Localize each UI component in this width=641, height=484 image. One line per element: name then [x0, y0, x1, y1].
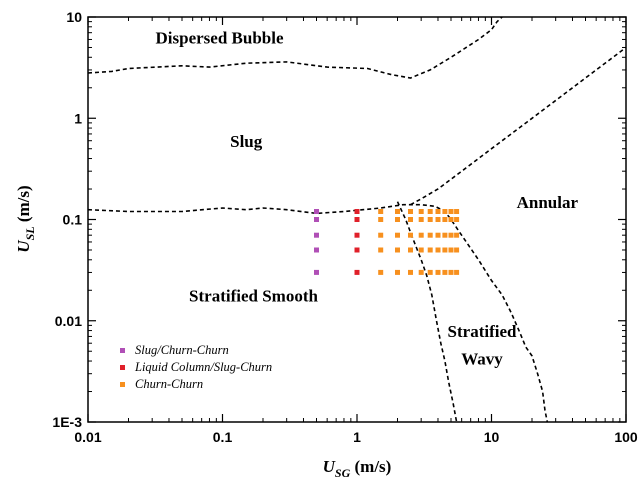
- point-churn-churn: [448, 217, 454, 222]
- point-churn-churn: [408, 269, 413, 275]
- point-churn-churn: [395, 269, 400, 275]
- legend-swatch: [120, 348, 125, 353]
- point-churn-churn: [418, 209, 424, 214]
- point-liquid-column-slug-churn: [354, 269, 360, 275]
- point-churn-churn: [442, 209, 448, 214]
- x-tick-label: 100: [614, 429, 638, 445]
- point-churn-churn: [435, 209, 441, 214]
- point-churn-churn: [435, 269, 441, 275]
- point-churn-churn: [408, 247, 413, 253]
- point-churn-churn: [454, 209, 460, 214]
- point-churn-churn: [442, 232, 448, 238]
- region-label-wavy: Wavy: [461, 349, 503, 368]
- legend-swatch: [120, 365, 125, 370]
- legend-label: Slug/Churn-Churn: [135, 343, 229, 357]
- point-churn-churn: [418, 217, 424, 222]
- point-churn-churn: [448, 269, 454, 275]
- point-churn-churn: [378, 232, 384, 238]
- y-axis-title-main: U: [14, 240, 33, 253]
- x-tick-label: 10: [484, 429, 500, 445]
- x-tick-label: 0.1: [213, 429, 233, 445]
- data-points: [314, 209, 460, 275]
- point-churn-churn: [448, 247, 454, 253]
- y-tick-label: 0.1: [63, 212, 83, 228]
- point-churn-churn: [454, 217, 460, 222]
- annular-boundary: [410, 46, 627, 206]
- dispersed-bubble-boundary: [87, 16, 503, 79]
- y-axis-title: USL (m/s): [14, 185, 37, 252]
- point-churn-churn: [418, 269, 424, 275]
- y-axis-title-sub: SL: [23, 226, 37, 240]
- region-label-slug: Slug: [230, 132, 263, 151]
- point-liquid-column-slug-churn: [354, 217, 360, 222]
- point-churn-churn: [448, 209, 454, 214]
- region-label-dispersed-bubble: Dispersed Bubble: [156, 28, 284, 47]
- point-liquid-column-slug-churn: [354, 232, 360, 238]
- x-tick-label: 1: [353, 429, 361, 445]
- point-churn-churn: [435, 232, 441, 238]
- point-slug-churn-churn: [314, 217, 319, 222]
- region-label-stratified-smooth: Stratified Smooth: [189, 286, 318, 305]
- point-churn-churn: [427, 217, 433, 222]
- region-label-stratified: Stratified: [448, 322, 517, 341]
- y-axis-title-unit: (m/s): [14, 185, 33, 226]
- point-churn-churn: [378, 209, 384, 214]
- slug-boundary: [87, 203, 549, 423]
- point-slug-churn-churn: [314, 232, 319, 238]
- point-churn-churn: [395, 247, 400, 253]
- legend: Slug/Churn-Churn Liquid Column/Slug-Churn…: [120, 343, 272, 391]
- y-tick-label: 1: [74, 110, 82, 126]
- point-churn-churn: [442, 247, 448, 253]
- x-axis-title: USG (m/s): [323, 457, 392, 480]
- x-axis-title-sub: SG: [335, 466, 351, 480]
- legend-label: Liquid Column/Slug-Churn: [134, 360, 272, 374]
- y-tick-label: 0.01: [55, 313, 82, 329]
- point-churn-churn: [442, 217, 448, 222]
- point-churn-churn: [378, 269, 384, 275]
- legend-label: Churn-Churn: [135, 377, 203, 391]
- legend-swatch: [120, 382, 125, 387]
- point-churn-churn: [454, 269, 460, 275]
- point-liquid-column-slug-churn: [354, 209, 360, 214]
- region-label-annular: Annular: [517, 193, 579, 212]
- point-churn-churn: [442, 269, 448, 275]
- point-churn-churn: [408, 232, 413, 238]
- point-churn-churn: [408, 217, 413, 222]
- regime-labels: Dispersed Bubble Slug Annular Stratified Sm…: [156, 28, 579, 368]
- point-churn-churn: [378, 247, 384, 253]
- point-churn-churn: [395, 217, 400, 222]
- y-tick-label: 10: [66, 9, 82, 25]
- point-churn-churn: [418, 247, 424, 253]
- point-churn-churn: [418, 232, 424, 238]
- point-churn-churn: [408, 209, 413, 214]
- point-churn-churn: [427, 209, 433, 214]
- point-slug-churn-churn: [314, 209, 319, 214]
- point-churn-churn: [395, 232, 400, 238]
- point-churn-churn: [454, 247, 460, 253]
- point-churn-churn: [435, 247, 441, 253]
- point-churn-churn: [448, 232, 454, 238]
- point-churn-churn: [454, 232, 460, 238]
- point-churn-churn: [395, 209, 400, 214]
- point-churn-churn: [378, 217, 384, 222]
- y-tick-label: 1E-3: [52, 414, 82, 430]
- point-liquid-column-slug-churn: [354, 247, 360, 253]
- x-axis-title-unit: (m/s): [350, 457, 391, 476]
- point-slug-churn-churn: [314, 247, 319, 253]
- point-churn-churn: [427, 269, 433, 275]
- point-churn-churn: [427, 247, 433, 253]
- x-tick-label: 0.01: [74, 429, 101, 445]
- point-churn-churn: [435, 217, 441, 222]
- x-axis-title-main: U: [323, 457, 336, 476]
- stratified-wavy-boundary: [396, 201, 458, 423]
- point-churn-churn: [427, 232, 433, 238]
- point-slug-churn-churn: [314, 269, 319, 275]
